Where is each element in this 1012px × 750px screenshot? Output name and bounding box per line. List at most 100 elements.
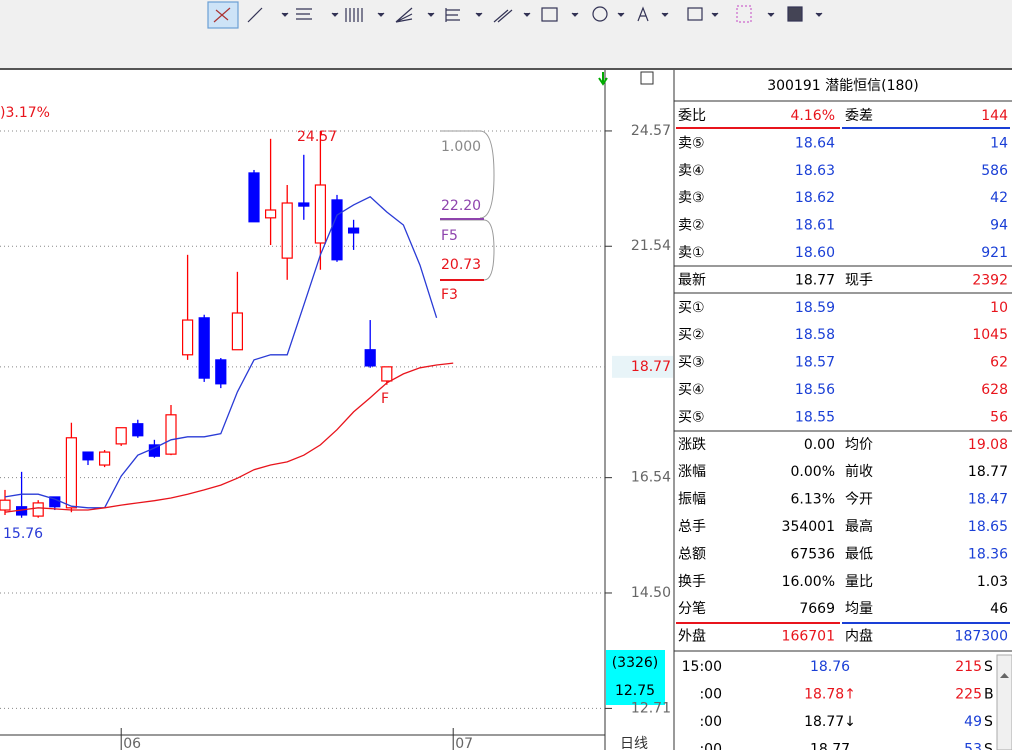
quote-label: 涨幅 xyxy=(678,464,706,480)
candle-body xyxy=(265,209,277,219)
quote-value: 18.60 xyxy=(795,245,835,261)
quote-volume: 10 xyxy=(990,300,1008,316)
quote-label: 最新 xyxy=(678,272,706,288)
quote-value: 0.00% xyxy=(791,464,835,480)
quote-volume: 42 xyxy=(990,190,1008,206)
y-tick-label: 16.54 xyxy=(631,470,671,486)
quote-value: 354001 xyxy=(782,519,835,535)
tick-side: S xyxy=(984,742,993,750)
candle-body xyxy=(248,172,260,223)
fib-label: F3 xyxy=(441,287,458,303)
dropdown-arrows[interactable] xyxy=(281,12,823,17)
tick-side: S xyxy=(984,714,993,730)
tool-fib[interactable] xyxy=(445,8,460,22)
tool-line[interactable] xyxy=(247,7,263,23)
fib-label: 20.73 xyxy=(441,257,481,273)
tick-volume: 49 xyxy=(964,714,982,730)
quote-volume: 62 xyxy=(990,355,1008,371)
fib-label: F5 xyxy=(441,228,458,244)
tool-text[interactable] xyxy=(637,6,649,22)
quote-value: 18.58 xyxy=(795,327,835,343)
quote-label: 最高 xyxy=(845,518,873,535)
scrollbar[interactable] xyxy=(996,654,1012,750)
quote-label: 卖② xyxy=(678,218,705,234)
candle-body xyxy=(0,499,11,511)
tool-fan[interactable] xyxy=(395,7,413,23)
quote-value: 1.03 xyxy=(977,574,1008,590)
tick-time: 15:00 xyxy=(682,659,722,675)
quote-value: 18.55 xyxy=(795,409,835,425)
quote-label: 卖① xyxy=(678,245,705,261)
candle-body xyxy=(231,312,243,351)
tick-volume: 53 xyxy=(964,742,982,750)
tool-channel[interactable] xyxy=(493,9,513,23)
high-label: 24.57 xyxy=(297,129,337,145)
quote-volume: 628 xyxy=(981,382,1008,398)
change-label: )3.17% xyxy=(0,105,50,121)
tool-draw[interactable] xyxy=(213,7,231,23)
y-tick-label: 12.71 xyxy=(631,700,671,716)
fib-label: 22.20 xyxy=(441,198,481,214)
quote-value: 18.64 xyxy=(795,135,835,151)
x-tick-label: 06 xyxy=(123,736,141,750)
candle-body xyxy=(381,366,393,382)
cursor-price: 12.75 xyxy=(615,683,655,699)
quote-label: 委比 xyxy=(678,108,706,124)
quote-label: 振幅 xyxy=(678,492,706,508)
last-price-bg xyxy=(612,355,673,378)
x-tick-label: 07 xyxy=(455,736,473,750)
low-label: 15.76 xyxy=(3,526,43,542)
tool-copy[interactable] xyxy=(687,7,703,21)
quote-value: 18.77 xyxy=(795,272,835,288)
candle-body xyxy=(82,451,94,461)
quote-label: 涨跌 xyxy=(678,437,706,453)
cursor-volume: (3326) xyxy=(612,655,659,671)
tool-ellipse[interactable] xyxy=(592,6,608,22)
quote-value: 166701 xyxy=(782,629,835,645)
quote-volume: 586 xyxy=(981,163,1008,179)
quote-value: 18.59 xyxy=(795,300,835,316)
quote-value: 19.08 xyxy=(968,437,1008,453)
tick-volume: 215 xyxy=(955,659,982,675)
quote-label: 总手 xyxy=(678,519,706,535)
tool-save[interactable] xyxy=(787,6,803,22)
tick-price: 18.76 xyxy=(810,659,850,675)
fib-label: F xyxy=(381,391,389,407)
quote-value: 6.13% xyxy=(791,492,835,508)
quote-value: 18.65 xyxy=(968,519,1008,535)
quote-label: 均价 xyxy=(845,437,873,453)
candle-body xyxy=(364,349,376,367)
tick-price: 18.77↓ xyxy=(804,714,856,730)
quote-value: 0.00 xyxy=(804,437,835,453)
candle-body xyxy=(182,319,194,356)
tick-time: :00 xyxy=(699,687,722,703)
candle-body xyxy=(215,359,227,385)
tool-hlines[interactable] xyxy=(296,8,312,20)
quote-value: 18.63 xyxy=(795,163,835,179)
quote-label: 内盘 xyxy=(845,628,873,645)
candle-body xyxy=(331,199,343,261)
quote-label: 卖③ xyxy=(678,190,705,206)
quote-volume: 921 xyxy=(981,245,1008,261)
scroll-up[interactable] xyxy=(1000,673,1009,678)
candle-body xyxy=(65,437,78,509)
candle-body xyxy=(314,184,326,244)
tick-time: :00 xyxy=(699,714,722,730)
quote-value: 187300 xyxy=(955,629,1008,645)
tool-vlines[interactable] xyxy=(345,8,363,22)
tool-rect[interactable] xyxy=(541,7,558,22)
quote-value: 67536 xyxy=(790,546,835,562)
quote-value: 16.00% xyxy=(782,574,835,590)
ma-line xyxy=(4,196,438,509)
tool-active[interactable] xyxy=(207,1,239,29)
tick-volume: 225 xyxy=(955,687,982,703)
tool-color[interactable] xyxy=(736,5,752,23)
layout-icon[interactable] xyxy=(640,71,654,85)
candle-body xyxy=(298,202,310,207)
quote-value: 18.77 xyxy=(968,464,1008,480)
y-tick-label: 14.50 xyxy=(631,585,671,601)
candle-body xyxy=(32,502,44,517)
anchor-icon[interactable] xyxy=(598,72,608,86)
tick-price: 18.77 xyxy=(810,742,850,750)
